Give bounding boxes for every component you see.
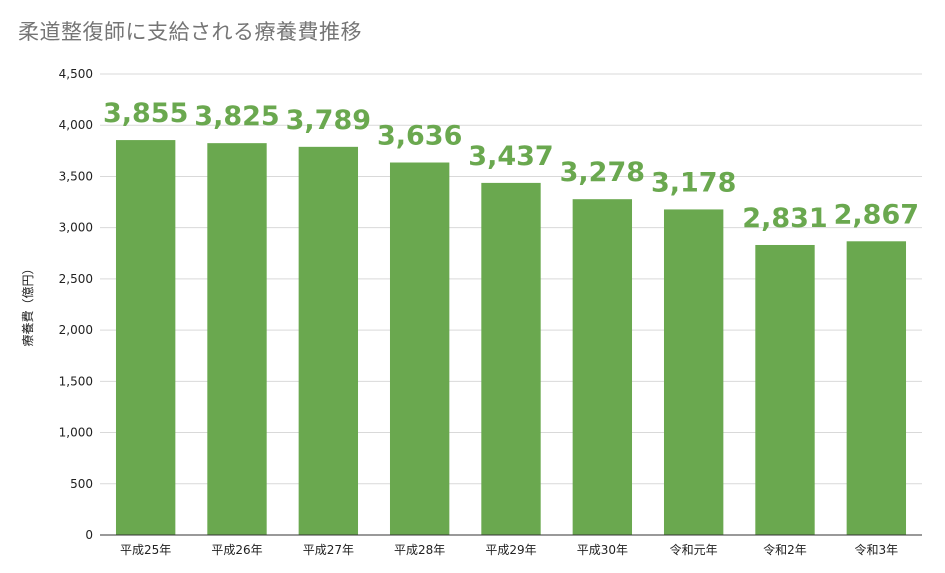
x-tick-label: 平成26年: [211, 543, 262, 557]
bar: [115, 140, 176, 535]
x-tick-label: 平成28年: [394, 543, 445, 557]
data-label: 2,867: [834, 199, 919, 230]
bar: [298, 146, 359, 535]
y-tick-label: 2,500: [59, 272, 93, 286]
data-label: 3,178: [651, 167, 736, 198]
bars: [115, 140, 907, 535]
y-tick-label: 3,000: [59, 221, 93, 235]
x-tick-label: 平成30年: [577, 543, 628, 557]
x-tick-label: 平成25年: [120, 543, 171, 557]
data-label: 3,789: [286, 105, 371, 136]
chart-title: 柔道整復師に支給される療養費推移: [18, 20, 362, 44]
data-label: 3,825: [194, 101, 279, 132]
data-label: 3,636: [377, 121, 462, 152]
y-tick-label: 1,000: [59, 426, 93, 440]
y-axis-ticks: 0 500 1,000 1,500 2,000 2,500 3,000 3,500 4,000 4…: [59, 67, 93, 542]
bar: [663, 209, 724, 535]
x-tick-label: 令和3年: [855, 542, 899, 557]
data-label: 2,831: [742, 203, 827, 234]
data-label: 3,855: [103, 98, 188, 129]
bar: [481, 182, 541, 535]
y-tick-label: 500: [70, 477, 93, 491]
x-tick-label: 令和元年: [670, 542, 718, 557]
y-tick-label: 3,500: [59, 169, 93, 183]
bar: [755, 244, 815, 535]
y-tick-label: 4,000: [59, 118, 93, 132]
y-tick-label: 1,500: [59, 374, 93, 388]
x-tick-label: 令和2年: [763, 542, 807, 557]
data-label: 3,437: [468, 141, 553, 172]
y-tick-label: 2,000: [59, 323, 93, 337]
y-tick-label: 0: [85, 528, 93, 542]
x-tick-label: 平成27年: [303, 543, 354, 557]
y-tick-label: 4,500: [59, 67, 93, 81]
bar: [572, 199, 633, 535]
x-axis-ticks: 平成25年 平成26年 平成27年 平成28年 平成29年 平成30年 令和元年 令和2年 令和…: [120, 542, 898, 557]
bar: [207, 143, 267, 535]
bar: [389, 162, 450, 535]
y-axis-label: 療養費（億円）: [20, 262, 35, 346]
data-label: 3,278: [560, 157, 645, 188]
bar: [846, 241, 907, 535]
x-tick-label: 平成29年: [485, 543, 536, 557]
